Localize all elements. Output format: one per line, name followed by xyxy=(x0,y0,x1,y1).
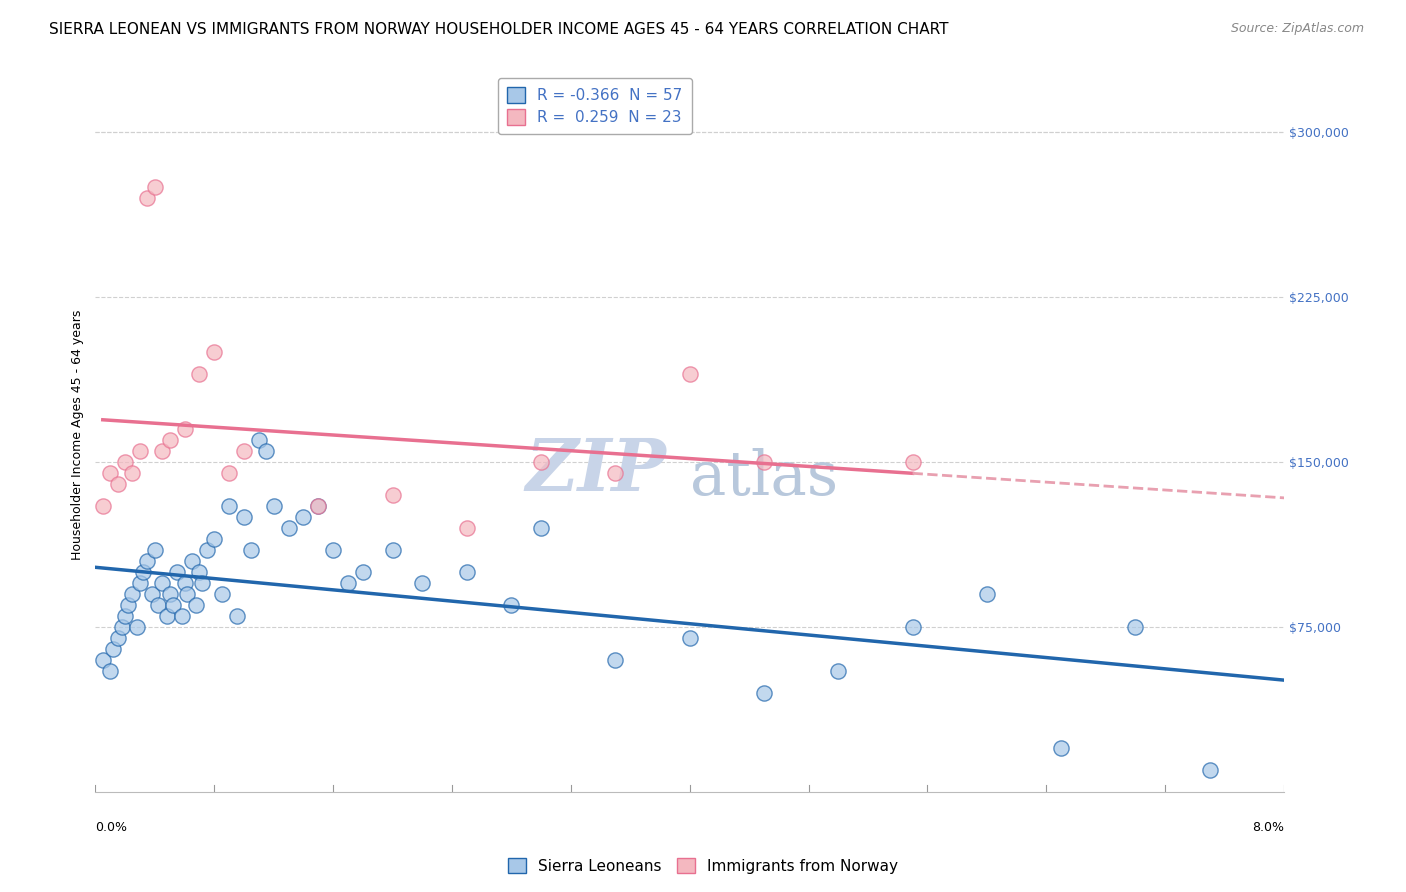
Point xyxy=(98,664,121,678)
Text: 8.0%: 8.0% xyxy=(1253,821,1284,833)
Point xyxy=(176,587,198,601)
Point xyxy=(247,433,270,447)
Point xyxy=(111,620,134,634)
Point xyxy=(292,510,315,524)
Legend: R = -0.366  N = 57, R =  0.259  N = 23: R = -0.366 N = 57, R = 0.259 N = 23 xyxy=(498,78,692,135)
Point xyxy=(254,444,277,458)
Point xyxy=(101,642,124,657)
Point xyxy=(114,455,136,469)
Point xyxy=(240,543,263,558)
Point xyxy=(114,609,136,624)
Point xyxy=(679,631,702,645)
Point xyxy=(159,587,181,601)
Point xyxy=(1050,741,1073,756)
Point xyxy=(752,455,775,469)
Point xyxy=(136,554,159,568)
Y-axis label: Householder Income Ages 45 - 64 years: Householder Income Ages 45 - 64 years xyxy=(72,310,84,560)
Point xyxy=(1125,620,1147,634)
Point xyxy=(191,576,214,591)
Point xyxy=(605,466,627,480)
Point xyxy=(136,191,159,205)
Point xyxy=(173,576,195,591)
Text: ZIP: ZIP xyxy=(524,435,666,506)
Point xyxy=(501,598,523,612)
Point xyxy=(233,510,256,524)
Point xyxy=(186,598,208,612)
Point xyxy=(530,521,553,535)
Point xyxy=(129,444,152,458)
Point xyxy=(98,466,121,480)
Point xyxy=(156,609,179,624)
Point xyxy=(141,587,163,601)
Point xyxy=(121,587,143,601)
Point xyxy=(679,368,702,382)
Point xyxy=(456,521,478,535)
Point xyxy=(752,686,775,700)
Point xyxy=(150,576,173,591)
Point xyxy=(827,664,849,678)
Point xyxy=(411,576,433,591)
Point xyxy=(605,653,627,667)
Point xyxy=(143,180,166,194)
Point xyxy=(307,499,329,513)
Point xyxy=(211,587,233,601)
Point xyxy=(162,598,184,612)
Point xyxy=(166,565,188,579)
Text: Source: ZipAtlas.com: Source: ZipAtlas.com xyxy=(1230,22,1364,36)
Point xyxy=(352,565,374,579)
Point xyxy=(170,609,193,624)
Text: atlas: atlas xyxy=(690,448,838,508)
Point xyxy=(218,499,240,513)
Point xyxy=(146,598,169,612)
Point xyxy=(125,620,148,634)
Point xyxy=(263,499,285,513)
Point xyxy=(901,620,924,634)
Point xyxy=(381,543,404,558)
Point xyxy=(277,521,299,535)
Point xyxy=(132,565,155,579)
Text: SIERRA LEONEAN VS IMMIGRANTS FROM NORWAY HOUSEHOLDER INCOME AGES 45 - 64 YEARS C: SIERRA LEONEAN VS IMMIGRANTS FROM NORWAY… xyxy=(49,22,949,37)
Point xyxy=(202,532,225,546)
Point xyxy=(173,422,195,436)
Point xyxy=(188,368,211,382)
Point xyxy=(901,455,924,469)
Point xyxy=(322,543,344,558)
Point xyxy=(307,499,329,513)
Point xyxy=(188,565,211,579)
Text: 0.0%: 0.0% xyxy=(96,821,128,833)
Point xyxy=(129,576,152,591)
Point xyxy=(336,576,359,591)
Point xyxy=(91,653,114,667)
Point xyxy=(530,455,553,469)
Point xyxy=(1198,763,1220,777)
Point xyxy=(976,587,998,601)
Point xyxy=(218,466,240,480)
Point xyxy=(225,609,247,624)
Point xyxy=(107,631,129,645)
Point xyxy=(91,499,114,513)
Point xyxy=(181,554,204,568)
Point xyxy=(381,488,404,502)
Point xyxy=(143,543,166,558)
Legend: Sierra Leoneans, Immigrants from Norway: Sierra Leoneans, Immigrants from Norway xyxy=(502,852,904,880)
Point xyxy=(107,477,129,491)
Point xyxy=(150,444,173,458)
Point xyxy=(195,543,218,558)
Point xyxy=(159,433,181,447)
Point xyxy=(456,565,478,579)
Point xyxy=(117,598,139,612)
Point xyxy=(121,466,143,480)
Point xyxy=(202,345,225,359)
Point xyxy=(233,444,256,458)
